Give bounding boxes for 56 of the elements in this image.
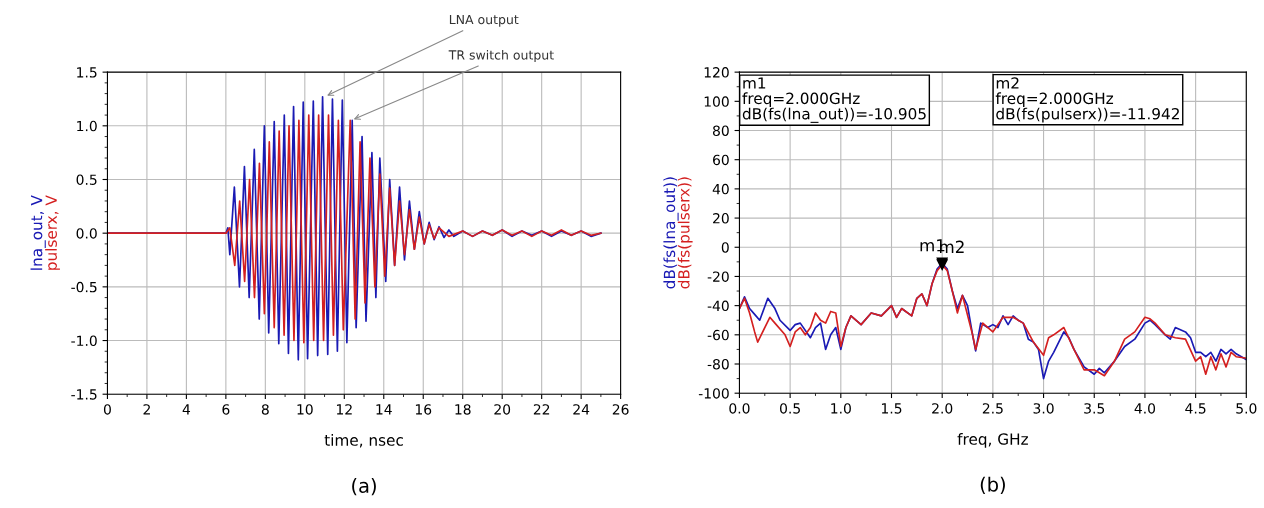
x-tick-label: 6 xyxy=(222,404,230,415)
x-tick-label: 0.0 xyxy=(729,403,750,414)
x-tick-label: 4.5 xyxy=(1185,403,1206,414)
text: (a) xyxy=(352,477,376,496)
text: dB(fs(lna_out)) xyxy=(663,177,679,289)
y-tick-label: 40 xyxy=(712,183,729,195)
x-tick-label: 3.0 xyxy=(1033,403,1054,414)
x-tick-label: 8 xyxy=(261,404,269,415)
x-tick-label: 0 xyxy=(103,404,111,415)
y-tick-label: -100 xyxy=(698,388,729,399)
x-tick-label: 2.5 xyxy=(982,403,1003,414)
y-tick-label: -80 xyxy=(707,358,729,370)
y-tick-label: 1.0 xyxy=(77,120,97,132)
y-tick-label: 60 xyxy=(713,154,729,166)
text: lna_out, V xyxy=(30,195,46,270)
annotation: m1 freq=2.000GHz dB(fs(lna_out))=-10.905 xyxy=(742,77,926,123)
annotation: LNA output xyxy=(449,14,519,27)
y-tick-label: -40 xyxy=(707,300,729,312)
text: pulserx, V xyxy=(45,195,60,270)
text: dB(fs(pulserx)) xyxy=(677,177,693,289)
y-tick-label: -0.5 xyxy=(71,281,97,293)
annotation: m2 freq=2.000GHz dB(fs(pulserx))=-11.942 xyxy=(995,77,1179,123)
annotation: TR switch output xyxy=(448,49,554,63)
x-tick-label: 5.0 xyxy=(1236,403,1257,414)
x-tick-label: 4 xyxy=(182,404,191,415)
x-tick-label: 2.0 xyxy=(932,403,953,414)
y-tick-label: 80 xyxy=(712,125,729,136)
x-tick-label: 18 xyxy=(455,404,471,415)
x-tick-label: 16 xyxy=(415,404,432,415)
y-tick-label: 100 xyxy=(704,96,729,107)
x-axis-title: time, nsec xyxy=(324,434,403,448)
y-tick-label: 1.5 xyxy=(77,67,97,78)
x-tick-label: 14 xyxy=(376,404,392,415)
x-tick-label: 22 xyxy=(533,404,550,415)
x-axis-title: freq, GHz xyxy=(957,433,1028,448)
x-tick-label: 10 xyxy=(297,404,313,415)
x-tick-label: 2 xyxy=(143,404,150,415)
x-tick-label: 4.0 xyxy=(1134,403,1156,414)
x-tick-label: 1.5 xyxy=(881,403,902,414)
x-tick-label: 12 xyxy=(336,404,352,415)
y-tick-label: -1.0 xyxy=(71,335,97,346)
x-tick-label: 3.5 xyxy=(1084,403,1105,414)
text: (b) xyxy=(980,476,1005,495)
x-tick-label: 24 xyxy=(573,404,590,415)
x-tick-label: 20 xyxy=(494,404,511,415)
y-tick-label: -20 xyxy=(707,271,729,282)
x-tick-label: 1.0 xyxy=(831,403,851,414)
y-tick-label: 120 xyxy=(704,67,729,78)
y-tick-label: 0.0 xyxy=(76,228,97,239)
x-tick-label: 0.5 xyxy=(780,403,800,414)
x-tick-label: 26 xyxy=(612,404,629,415)
y-tick-label: -1.5 xyxy=(71,389,97,400)
y-tick-label: 0.5 xyxy=(76,174,97,185)
y-tick-label: 0 xyxy=(721,242,729,253)
y-tick-label: 20 xyxy=(713,213,729,224)
y-tick-label: -60 xyxy=(707,329,729,341)
